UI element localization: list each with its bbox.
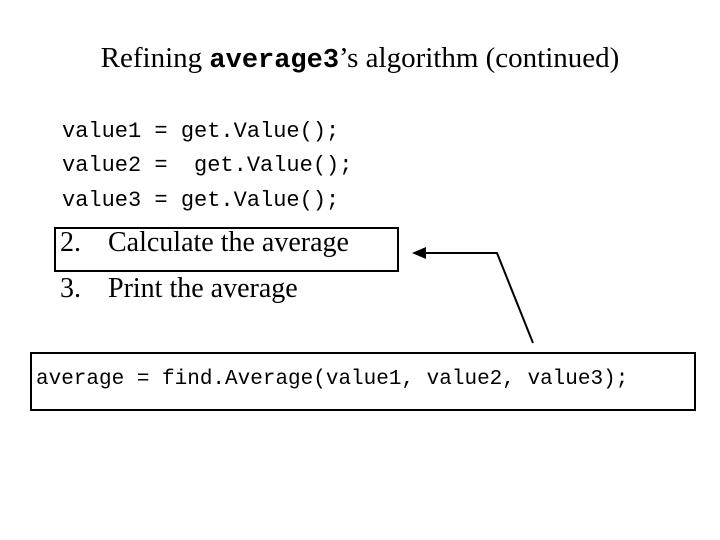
title-text: ’s algorithm (continued)	[339, 42, 620, 74]
title-text: Refining	[100, 42, 210, 74]
step-text: Calculate the average	[108, 227, 349, 258]
step-number: 3.	[60, 273, 81, 304]
step-number: 2.	[60, 227, 81, 258]
arrow-head	[412, 247, 426, 259]
slide-title: Refining average3’s algorithm (continued…	[0, 42, 720, 76]
code-box	[30, 352, 696, 411]
step: 3. Print the average	[60, 273, 298, 305]
step: 2. Calculate the average	[60, 227, 349, 259]
step-text: Print the average	[108, 273, 298, 304]
highlight-box	[54, 227, 399, 272]
code-line: value3 = get.Value();	[62, 188, 340, 213]
title-code: average3	[209, 46, 340, 76]
arrow	[420, 252, 534, 344]
code-line: value2 = get.Value();	[62, 153, 353, 178]
boxed-code: average = find.Average(value1, value2, v…	[36, 368, 629, 391]
code-line: value1 = get.Value();	[62, 119, 340, 144]
